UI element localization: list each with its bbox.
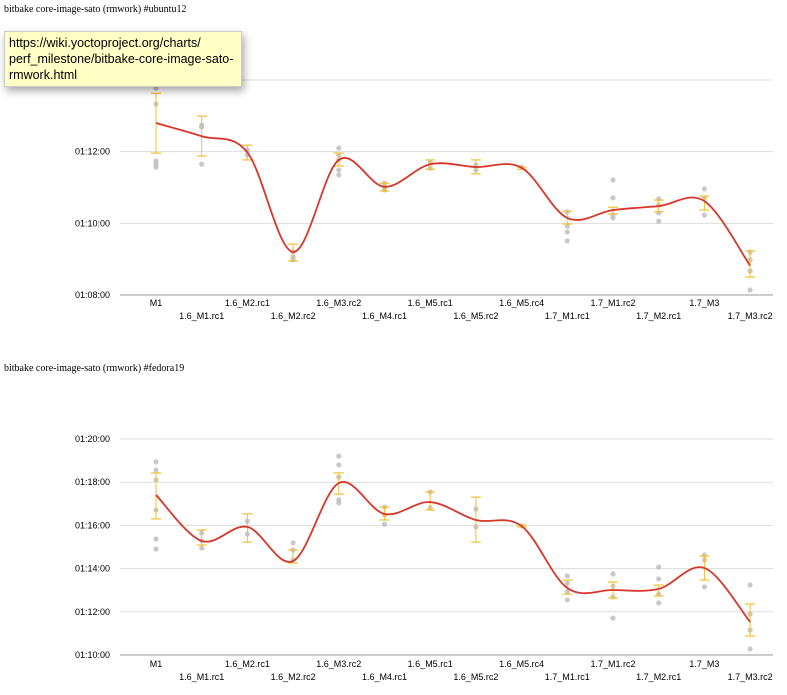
- chart-title-fedora19: bitbake core-image-sato (rmwork) #fedora…: [4, 363, 185, 374]
- x-tick-label: 1.6_M3.rc2: [316, 659, 361, 669]
- x-tick-label: 1.6_M1.rc1: [179, 311, 224, 321]
- sample-dot: [610, 571, 616, 577]
- chart-title-ubuntu12: bitbake core-image-sato (rmwork) #ubuntu…: [4, 4, 187, 15]
- sample-dot: [564, 229, 570, 235]
- sample-dot: [747, 582, 753, 588]
- y-tick-label: 01:18:00: [75, 477, 110, 487]
- sample-dot: [701, 212, 708, 218]
- y-tick-label: 01:08:00: [75, 290, 110, 300]
- y-tick-label: 01:20:00: [75, 434, 110, 444]
- y-tick-label: 01:10:00: [75, 218, 110, 228]
- x-tick-label: 1.7_M1.rc2: [590, 659, 635, 669]
- sample-dot: [564, 597, 570, 603]
- sample-dot: [336, 145, 342, 151]
- sample-dot: [564, 238, 570, 244]
- x-tick-label: 1.7_M3: [689, 659, 719, 669]
- tooltip-line: rmwork.html: [9, 68, 78, 82]
- x-tick-label: 1.7_M3: [689, 298, 719, 308]
- x-tick-label: 1.6_M2.rc2: [271, 672, 316, 682]
- sample-dot: [656, 576, 662, 582]
- sample-dot: [747, 646, 753, 652]
- y-tick-label: 01:12:00: [75, 147, 110, 157]
- x-tick-label: 1.7_M3.rc2: [728, 672, 773, 682]
- x-tick-label: 1.7_M1.rc1: [545, 311, 590, 321]
- x-tick-label: 1.6_M2.rc2: [271, 311, 316, 321]
- sample-dot: [701, 186, 708, 192]
- sample-dot: [656, 218, 662, 224]
- sample-dot: [610, 195, 616, 201]
- sample-dot: [290, 540, 296, 546]
- sample-dot: [610, 615, 616, 621]
- sample-dot: [747, 287, 753, 293]
- x-tick-label: 1.7_M2.rc1: [636, 672, 681, 682]
- sample-dot: [656, 600, 662, 606]
- tooltip-line: perf_milestone/bitbake-core-image-sato-: [9, 52, 234, 66]
- x-tick-label: 1.6_M5.rc1: [408, 659, 453, 669]
- x-tick-label: 1.7_M3.rc2: [728, 311, 773, 321]
- x-tick-label: 1.6_M5.rc2: [453, 672, 498, 682]
- sample-dot: [153, 459, 159, 465]
- x-tick-label: 1.6_M2.rc1: [225, 659, 270, 669]
- sample-dot: [610, 215, 616, 221]
- x-tick-label: 1.7_M1.rc2: [590, 298, 635, 308]
- sample-dot: [199, 161, 205, 167]
- sample-dot: [336, 167, 342, 173]
- sample-dot: [153, 164, 159, 170]
- x-tick-label: 1.7_M2.rc1: [636, 311, 681, 321]
- sample-dot: [336, 500, 342, 506]
- sample-dot: [336, 172, 342, 178]
- mean-line: [155, 122, 751, 267]
- sample-dot: [656, 564, 662, 570]
- x-tick-label: 1.6_M5.rc4: [499, 659, 544, 669]
- sample-dot: [564, 223, 570, 229]
- x-tick-label: 1.6_M5.rc4: [499, 298, 544, 308]
- sample-dot: [381, 521, 388, 527]
- sample-dot: [199, 545, 205, 551]
- x-tick-label: 1.6_M5.rc2: [453, 311, 498, 321]
- sample-dot: [610, 177, 616, 183]
- y-tick-label: 01:10:00: [75, 650, 110, 660]
- x-tick-label: 1.6_M1.rc1: [179, 672, 224, 682]
- y-tick-label: 01:14:00: [75, 564, 110, 574]
- sample-dot: [153, 546, 159, 552]
- sample-dot: [153, 467, 159, 473]
- sample-dot: [336, 462, 342, 468]
- sample-dot: [336, 453, 342, 459]
- sample-dot: [701, 584, 708, 590]
- x-tick-label: 1.6_M4.rc1: [362, 311, 407, 321]
- x-tick-label: 1.6_M2.rc1: [225, 298, 270, 308]
- x-tick-label: M1: [150, 298, 163, 308]
- x-tick-label: 1.6_M4.rc1: [362, 672, 407, 682]
- x-tick-label: M1: [150, 659, 163, 669]
- x-tick-label: 1.6_M5.rc1: [408, 298, 453, 308]
- x-tick-label: 1.6_M3.rc2: [316, 298, 361, 308]
- mean-line: [155, 481, 751, 623]
- tooltip-line: https://wiki.yoctoproject.org/charts/: [9, 36, 201, 50]
- y-tick-label: 01:12:00: [75, 607, 110, 617]
- x-tick-label: 1.7_M1.rc1: [545, 672, 590, 682]
- url-tooltip: https://wiki.yoctoproject.org/charts/ pe…: [4, 31, 242, 87]
- y-tick-label: 01:16:00: [75, 520, 110, 530]
- sample-dot: [153, 536, 159, 542]
- sample-dot: [564, 573, 570, 579]
